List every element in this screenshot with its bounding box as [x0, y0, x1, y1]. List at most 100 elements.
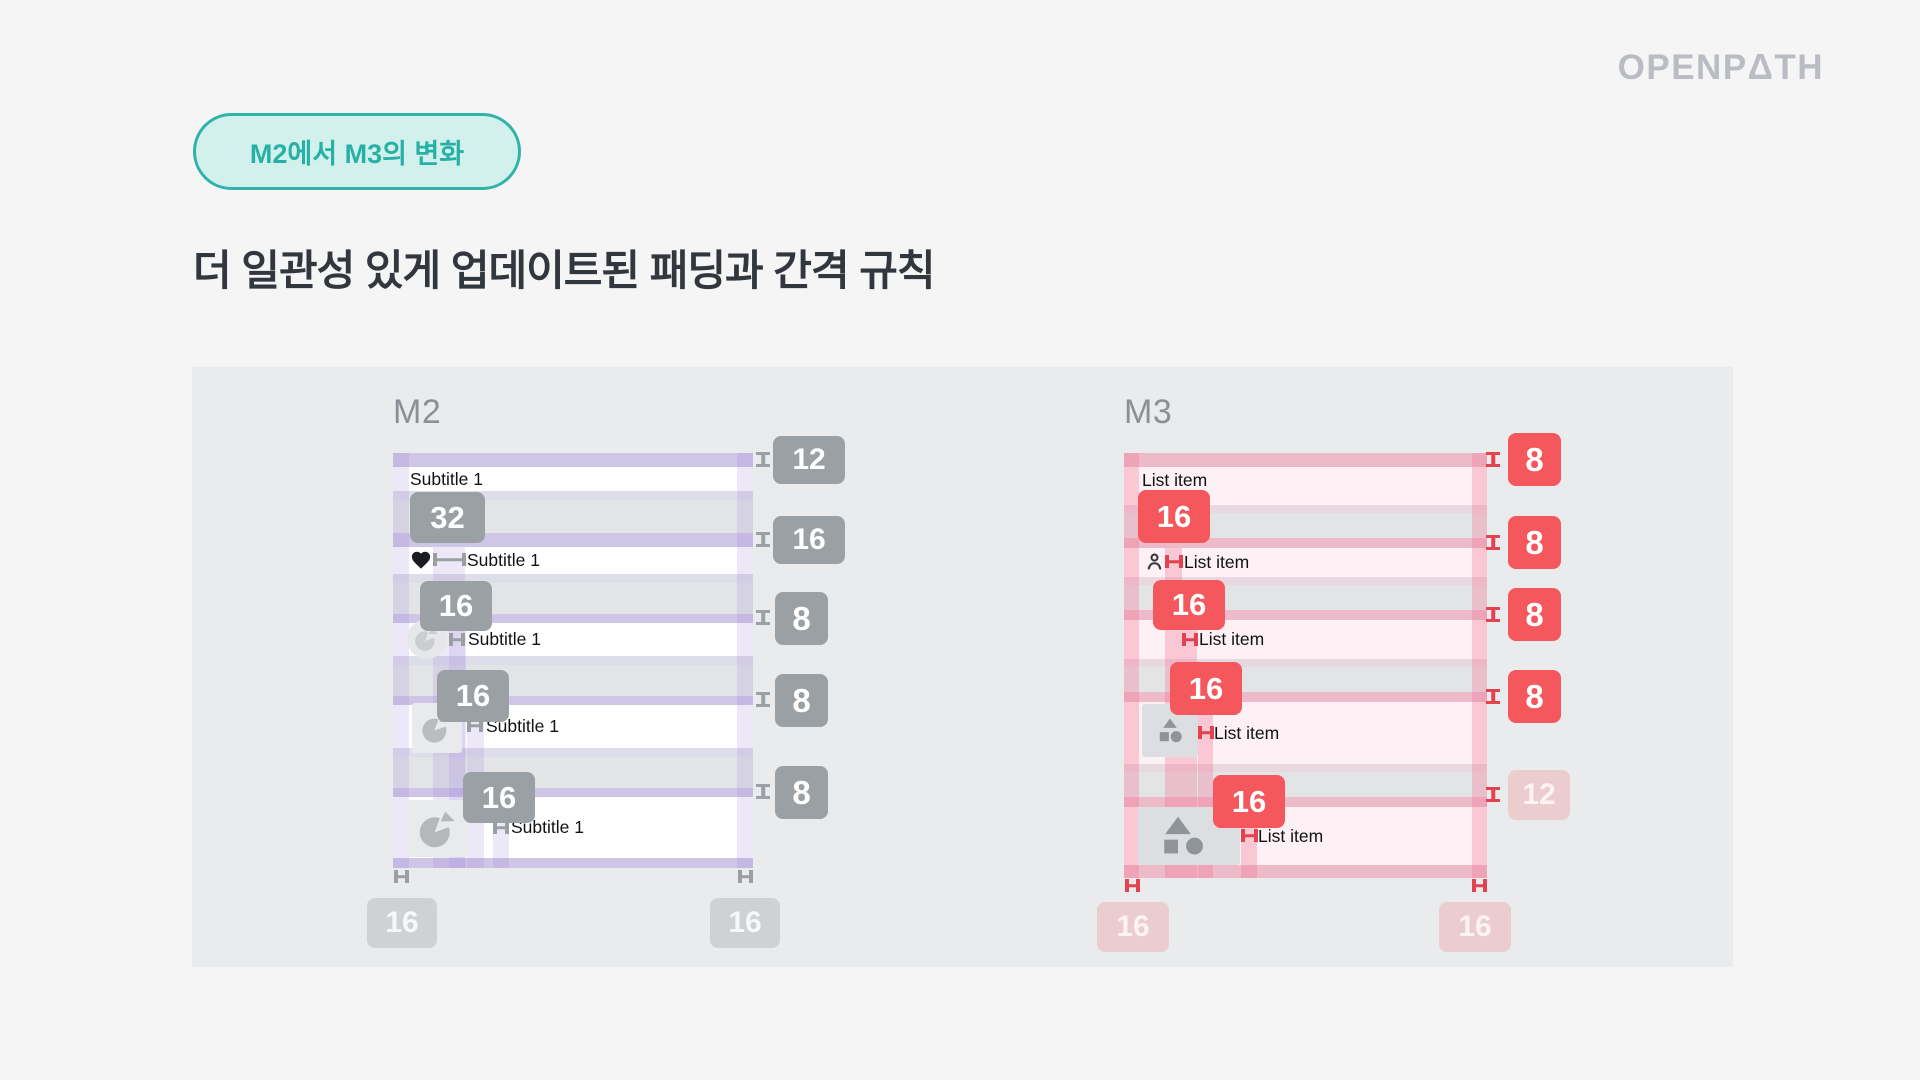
m2-row-text: Subtitle 1: [468, 629, 541, 649]
m3-spacing-badge: 16: [1213, 775, 1285, 828]
m3-row-label: List item: [1199, 620, 1264, 659]
m3-light-band: [1124, 659, 1487, 667]
m2-left-padding-strip: [393, 453, 409, 868]
m2-right-badge: 8: [775, 766, 828, 819]
m2-v-measure: [756, 692, 770, 707]
m3-light-band: [1124, 505, 1487, 513]
m2-h-measure: [738, 870, 753, 883]
m2-right-badge: 16: [773, 516, 845, 564]
m2-right-badge: 12: [773, 436, 845, 484]
m2-bottom-badge: 16: [367, 898, 437, 948]
m3-padding-band: [1124, 538, 1487, 548]
m3-h-measure: [1165, 555, 1183, 568]
m2-row-label: Subtitle 1: [468, 623, 541, 656]
brand-text: OPENP: [1617, 48, 1748, 87]
m2-padding-band: [393, 858, 753, 868]
m2-h-measure: [394, 870, 409, 883]
m3-row-text: List item: [1214, 722, 1280, 743]
m2-padding-band: [393, 788, 753, 797]
m3-right-badge: 12: [1508, 770, 1570, 820]
m3-padding-band: [1124, 797, 1487, 807]
m2-light-band: [393, 574, 753, 583]
m2-light-band: [393, 491, 753, 500]
m2-bottom-badge: 16: [710, 898, 780, 948]
m2-right-padding-strip: [737, 453, 753, 868]
m3-h-measure: [1241, 829, 1258, 842]
person-icon: [1144, 551, 1165, 572]
m2-h-measure: [433, 553, 466, 566]
m2-gap-row: [393, 757, 753, 788]
m3-row-text: List item: [1184, 552, 1250, 572]
m3-v-measure: [1486, 607, 1500, 622]
m3-right-badge: 8: [1508, 588, 1561, 641]
brand-logo: OPENPΔTH: [1618, 48, 1824, 88]
m3-right-badge: 8: [1508, 433, 1561, 486]
m3-v-measure: [1486, 787, 1500, 802]
m2-v-measure: [756, 784, 770, 799]
m3-right-badge: 8: [1508, 670, 1561, 723]
m2-light-band: [393, 748, 753, 757]
m2-spacing-badge: 16: [420, 581, 492, 631]
m3-row-text: List item: [1199, 629, 1265, 649]
m2-row-text: Subtitle 1: [410, 468, 483, 489]
m3-padding-band: [1124, 610, 1487, 620]
m3-h-measure: [1125, 879, 1140, 892]
m2-h-measure: [467, 719, 483, 732]
m3-row-label: List item: [1214, 702, 1279, 764]
m3-light-band: [1124, 764, 1487, 772]
m2-diagram: Subtitle 1 Subtitle 1 Subtitle 1 Subtitl…: [367, 436, 845, 948]
section-badge: M2에서 M3의 변화: [193, 113, 521, 190]
m2-row-text: Subtitle 1: [467, 550, 540, 570]
m3-spacing-badge: 16: [1153, 580, 1225, 630]
m3-right-padding-strip: [1472, 453, 1487, 878]
m3-row-text: List item: [1142, 469, 1208, 490]
thumbnail-pie-icon: [407, 800, 468, 857]
m2-row-label: Subtitle 1: [467, 547, 540, 574]
comparison-panel: M2 M3: [192, 367, 1733, 967]
m3-bottom-badge: 16: [1097, 902, 1169, 952]
brand-triangle-a: Δ: [1747, 47, 1775, 88]
m2-label: M2: [393, 393, 442, 431]
m2-padding-band: [393, 696, 753, 705]
m3-bottom-badge: 16: [1439, 902, 1511, 952]
m3-right-badge: 8: [1508, 516, 1561, 569]
m2-v-measure: [756, 610, 770, 625]
m2-padding-band: [393, 614, 753, 623]
m3-h-measure: [1198, 726, 1214, 739]
m3-light-band: [1124, 577, 1487, 585]
m2-padding-band: [393, 453, 753, 467]
m2-spacing-badge: 16: [437, 670, 509, 722]
m3-list-row: [1124, 548, 1487, 577]
m3-padding-band: [1124, 865, 1487, 878]
m3-row-label: List item: [1258, 807, 1323, 865]
m2-light-band: [393, 656, 753, 665]
m2-h-measure: [493, 821, 509, 834]
m2-h-measure: [449, 633, 465, 646]
page-title: 더 일관성 있게 업데이트된 패딩과 간격 규칙: [193, 247, 936, 294]
m3-h-measure: [1182, 633, 1198, 646]
m3-v-measure: [1486, 689, 1500, 704]
section-badge-label: M2에서 M3의 변화: [249, 139, 465, 169]
m2-right-badge: 8: [775, 674, 828, 727]
m2-spacing-badge: 16: [463, 772, 535, 823]
m3-padding-band: [1124, 692, 1487, 702]
m3-padding-band: [1124, 453, 1487, 467]
heart-icon: [410, 549, 432, 571]
m3-label: M3: [1124, 393, 1173, 431]
m2-right-badge: 8: [775, 592, 828, 645]
m3-row-label: List item: [1142, 467, 1207, 493]
m2-list-row: [393, 467, 753, 491]
m3-left-padding-strip: [1124, 453, 1139, 878]
m3-v-measure: [1486, 535, 1500, 550]
m3-diagram: List item List item List item List item …: [1097, 433, 1570, 952]
m3-spacing-badge: 16: [1138, 490, 1210, 543]
brand-text-2: TH: [1774, 48, 1824, 87]
m3-h-measure: [1472, 879, 1487, 892]
m3-spacing-badge: 16: [1170, 662, 1242, 715]
m2-v-measure: [756, 532, 770, 547]
m3-v-measure: [1486, 452, 1500, 467]
m3-row-text: List item: [1258, 825, 1324, 846]
m3-row-label: List item: [1184, 548, 1249, 577]
m3-gap-row: [1124, 772, 1487, 797]
